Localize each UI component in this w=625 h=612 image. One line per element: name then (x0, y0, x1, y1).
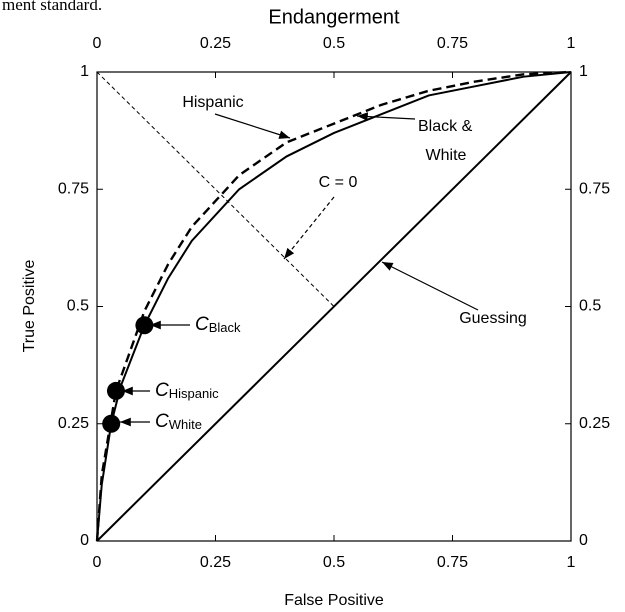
point-label-subscript: Hispanic (169, 386, 219, 401)
annotation-arrow (283, 196, 335, 260)
y2-tick-label: 0.5 (579, 298, 601, 315)
annotation: Black & (418, 118, 473, 135)
x-tick-label: 1 (567, 554, 576, 571)
x2-tick-label: 0.75 (437, 35, 468, 52)
x-axis-label: False Positive (284, 592, 384, 609)
line-series (96, 71, 572, 542)
point-label: CWhite (155, 411, 202, 432)
y-axis-label: True Positive (21, 260, 38, 353)
threshold-point (102, 414, 121, 433)
annotation-arrow (381, 261, 479, 311)
annotation: Hispanic (182, 94, 243, 111)
y-tick-label: 0.5 (67, 298, 89, 315)
x2-tick-label: 1 (567, 35, 576, 52)
annotation: C = 0 (319, 174, 358, 191)
y2-tick-label: 0.75 (579, 180, 610, 197)
line-series (96, 71, 572, 542)
x-tick-label: 0.5 (323, 554, 345, 571)
y2-tick-label: 0.25 (579, 415, 610, 432)
line-series (95, 70, 572, 542)
point-label-symbol: C (155, 411, 169, 432)
x-tick-label: 0.25 (200, 554, 231, 571)
x2-tick-label: 0.5 (323, 35, 345, 52)
top-axis-title: Endangerment (268, 6, 400, 28)
annotation-arrow (214, 113, 291, 139)
x-tick-label: 0 (93, 554, 102, 571)
point-label-symbol: C (195, 314, 209, 335)
annotation-arrow (356, 112, 416, 121)
threshold-point (135, 316, 154, 335)
annotation: Guessing (459, 310, 527, 327)
y2-tick-label: 0 (579, 532, 588, 549)
annotation: White (426, 147, 467, 164)
x2-tick-label: 0 (93, 35, 102, 52)
point-label: CHispanic (155, 380, 219, 401)
caption-fragment: ment standard. (2, 0, 102, 14)
y2-tick-label: 1 (579, 63, 588, 80)
y-tick-label: 0 (80, 532, 89, 549)
point-label: CBlack (195, 314, 241, 335)
point-label-symbol: C (155, 380, 169, 401)
x-tick-label: 0.75 (437, 554, 468, 571)
point-label-subscript: Black (209, 320, 241, 335)
y-tick-label: 0.75 (58, 180, 89, 197)
point-label-subscript: White (169, 417, 202, 432)
y-tick-label: 0.25 (58, 415, 89, 432)
x2-tick-label: 0.25 (200, 35, 231, 52)
y-tick-label: 1 (80, 63, 89, 80)
threshold-point (106, 381, 125, 400)
